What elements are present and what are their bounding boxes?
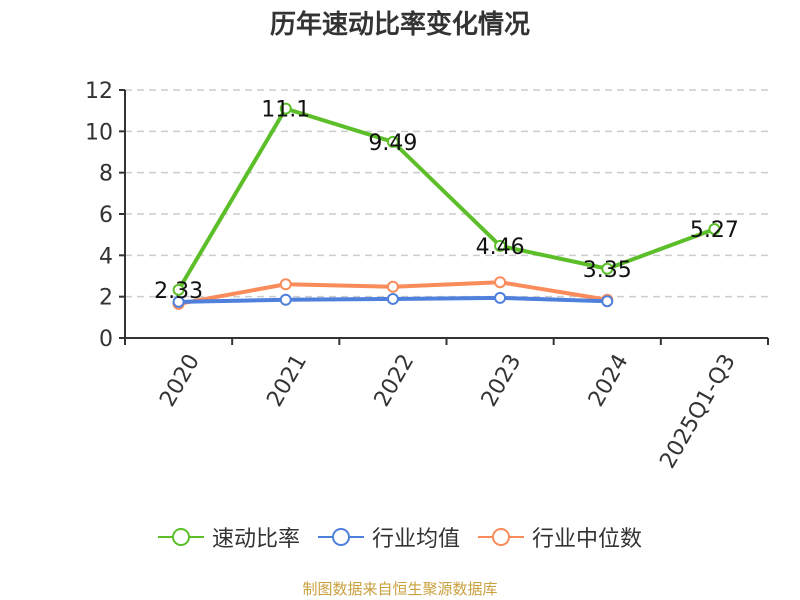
data-label: 4.46 — [476, 235, 525, 260]
data-point[interactable] — [172, 295, 185, 308]
data-source-note: 制图数据来自恒生聚源数据库 — [302, 580, 498, 598]
y-tick-label: 8 — [99, 162, 113, 187]
data-point[interactable] — [494, 291, 507, 304]
y-tick-label: 12 — [85, 79, 113, 104]
x-tick-label: 2024 — [584, 350, 634, 411]
data-point[interactable] — [708, 223, 721, 236]
legend: 速动比率 行业均值 行业中位数 — [0, 521, 800, 553]
y-tick-label: 6 — [99, 203, 113, 228]
legend-line-circle-icon — [317, 528, 364, 546]
series-line — [176, 106, 716, 291]
legend-item-quick-ratio[interactable]: 速动比率 — [157, 521, 300, 553]
legend-line-circle-icon — [157, 528, 204, 546]
data-point[interactable] — [172, 283, 185, 296]
legend-item-industry-average[interactable]: 行业均值 — [317, 521, 460, 553]
data-label: 9.49 — [368, 131, 417, 156]
y-tick-label: 10 — [85, 120, 113, 145]
x-tick-label: 2020 — [155, 350, 205, 411]
data-point[interactable] — [386, 292, 399, 305]
legend-line-circle-icon — [478, 528, 524, 546]
legend-label: 行业均值 — [371, 527, 460, 552]
data-point[interactable] — [279, 102, 292, 115]
data-label: 2.33 — [154, 279, 203, 304]
data-point[interactable] — [494, 239, 507, 252]
y-tick-label: 4 — [99, 244, 113, 269]
data-label: 11.1 — [261, 98, 310, 123]
data-point[interactable] — [279, 278, 292, 291]
data-label: 5.27 — [690, 218, 739, 243]
x-tick-label: 2022 — [370, 350, 420, 411]
data-point[interactable] — [601, 295, 614, 308]
x-tick-label: 2025Q1-Q3 — [655, 350, 740, 473]
data-point[interactable] — [494, 276, 507, 289]
data-point[interactable] — [386, 280, 399, 293]
data-label: 3.35 — [583, 258, 632, 283]
legend-label: 速动比率 — [211, 527, 300, 552]
series-lines — [172, 102, 721, 310]
legend-item-industry-median[interactable]: 行业中位数 — [478, 521, 642, 553]
x-tick-label: 2021 — [262, 350, 312, 411]
y-tick-label: 0 — [99, 327, 113, 352]
data-labels: 2.33 11.1 9.49 4.46 3.35 5.27 — [154, 98, 739, 304]
x-tick-label: 2023 — [477, 350, 527, 411]
chart-title: 历年速动比率变化情况 — [269, 10, 530, 40]
data-point[interactable] — [601, 262, 614, 275]
y-tick-label: 2 — [99, 286, 113, 311]
legend-label: 行业中位数 — [532, 527, 643, 552]
data-point[interactable] — [386, 135, 399, 148]
data-point[interactable] — [279, 293, 292, 306]
